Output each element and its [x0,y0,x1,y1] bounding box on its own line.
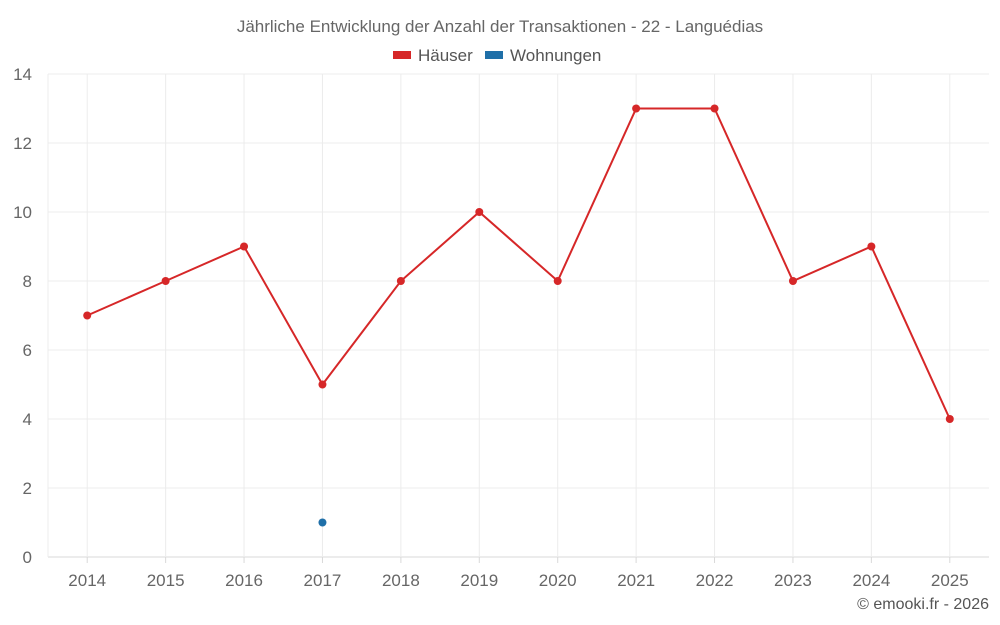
x-tick-label: 2014 [68,571,106,590]
legend-swatch-wohnungen [485,51,503,59]
credit: © emooki.fr - 2026 [857,596,989,613]
y-tick-label: 14 [13,65,32,84]
x-tick-label: 2015 [147,571,185,590]
data-point-haeuser[interactable] [318,380,327,389]
legend-item-wohnungen[interactable]: Wohnungen [485,46,601,65]
data-point-haeuser[interactable] [240,242,249,251]
data-point-haeuser[interactable] [867,242,876,251]
data-point-haeuser[interactable] [632,104,641,113]
x-tick-label: 2023 [774,571,812,590]
x-tick-label: 2018 [382,571,420,590]
legend-item-haeuser[interactable]: Häuser [393,46,473,65]
x-tick-label: 2020 [539,571,577,590]
data-point-haeuser[interactable] [475,208,484,216]
data-point-haeuser[interactable] [788,277,797,285]
y-tick-label: 10 [13,203,32,222]
x-tick-label: 2016 [225,571,263,590]
x-tick-label: 2017 [304,571,342,590]
series [83,104,954,527]
legend-label-haeuser: Häuser [418,46,473,65]
x-tick-label: 2019 [460,571,498,590]
data-point-haeuser[interactable] [553,277,562,285]
legend-label-wohnungen: Wohnungen [510,46,601,65]
grid [47,73,989,563]
y-tick-label: 0 [23,548,32,567]
x-axis-ticks: 2014 2015 2016 2017 2018 2019 2020 2021 2022 2023… [68,571,968,590]
y-tick-label: 2 [23,479,32,498]
y-axis-ticks: 0 2 4 6 8 10 12 14 [13,65,32,567]
data-point-haeuser[interactable] [710,104,719,113]
y-tick-label: 12 [13,134,32,153]
data-point-haeuser[interactable] [161,277,170,285]
x-tick-label: 2021 [617,571,655,590]
chart-title: Jährliche Entwicklung der Anzahl der Tra… [237,17,763,36]
y-tick-label: 8 [23,272,32,291]
y-tick-label: 6 [23,341,32,360]
legend-swatch-haeuser [393,51,411,59]
legend: Häuser Wohnungen [393,46,601,65]
data-point-haeuser[interactable] [396,277,405,285]
data-point-wohnungen[interactable] [318,518,327,527]
data-point-haeuser[interactable] [945,415,954,423]
series-line-haeuser [86,107,951,420]
y-tick-label: 4 [23,410,32,429]
x-tick-label: 2024 [852,571,890,590]
data-point-haeuser[interactable] [83,311,92,320]
x-tick-label: 2022 [696,571,734,590]
x-tick-label: 2025 [931,571,969,590]
